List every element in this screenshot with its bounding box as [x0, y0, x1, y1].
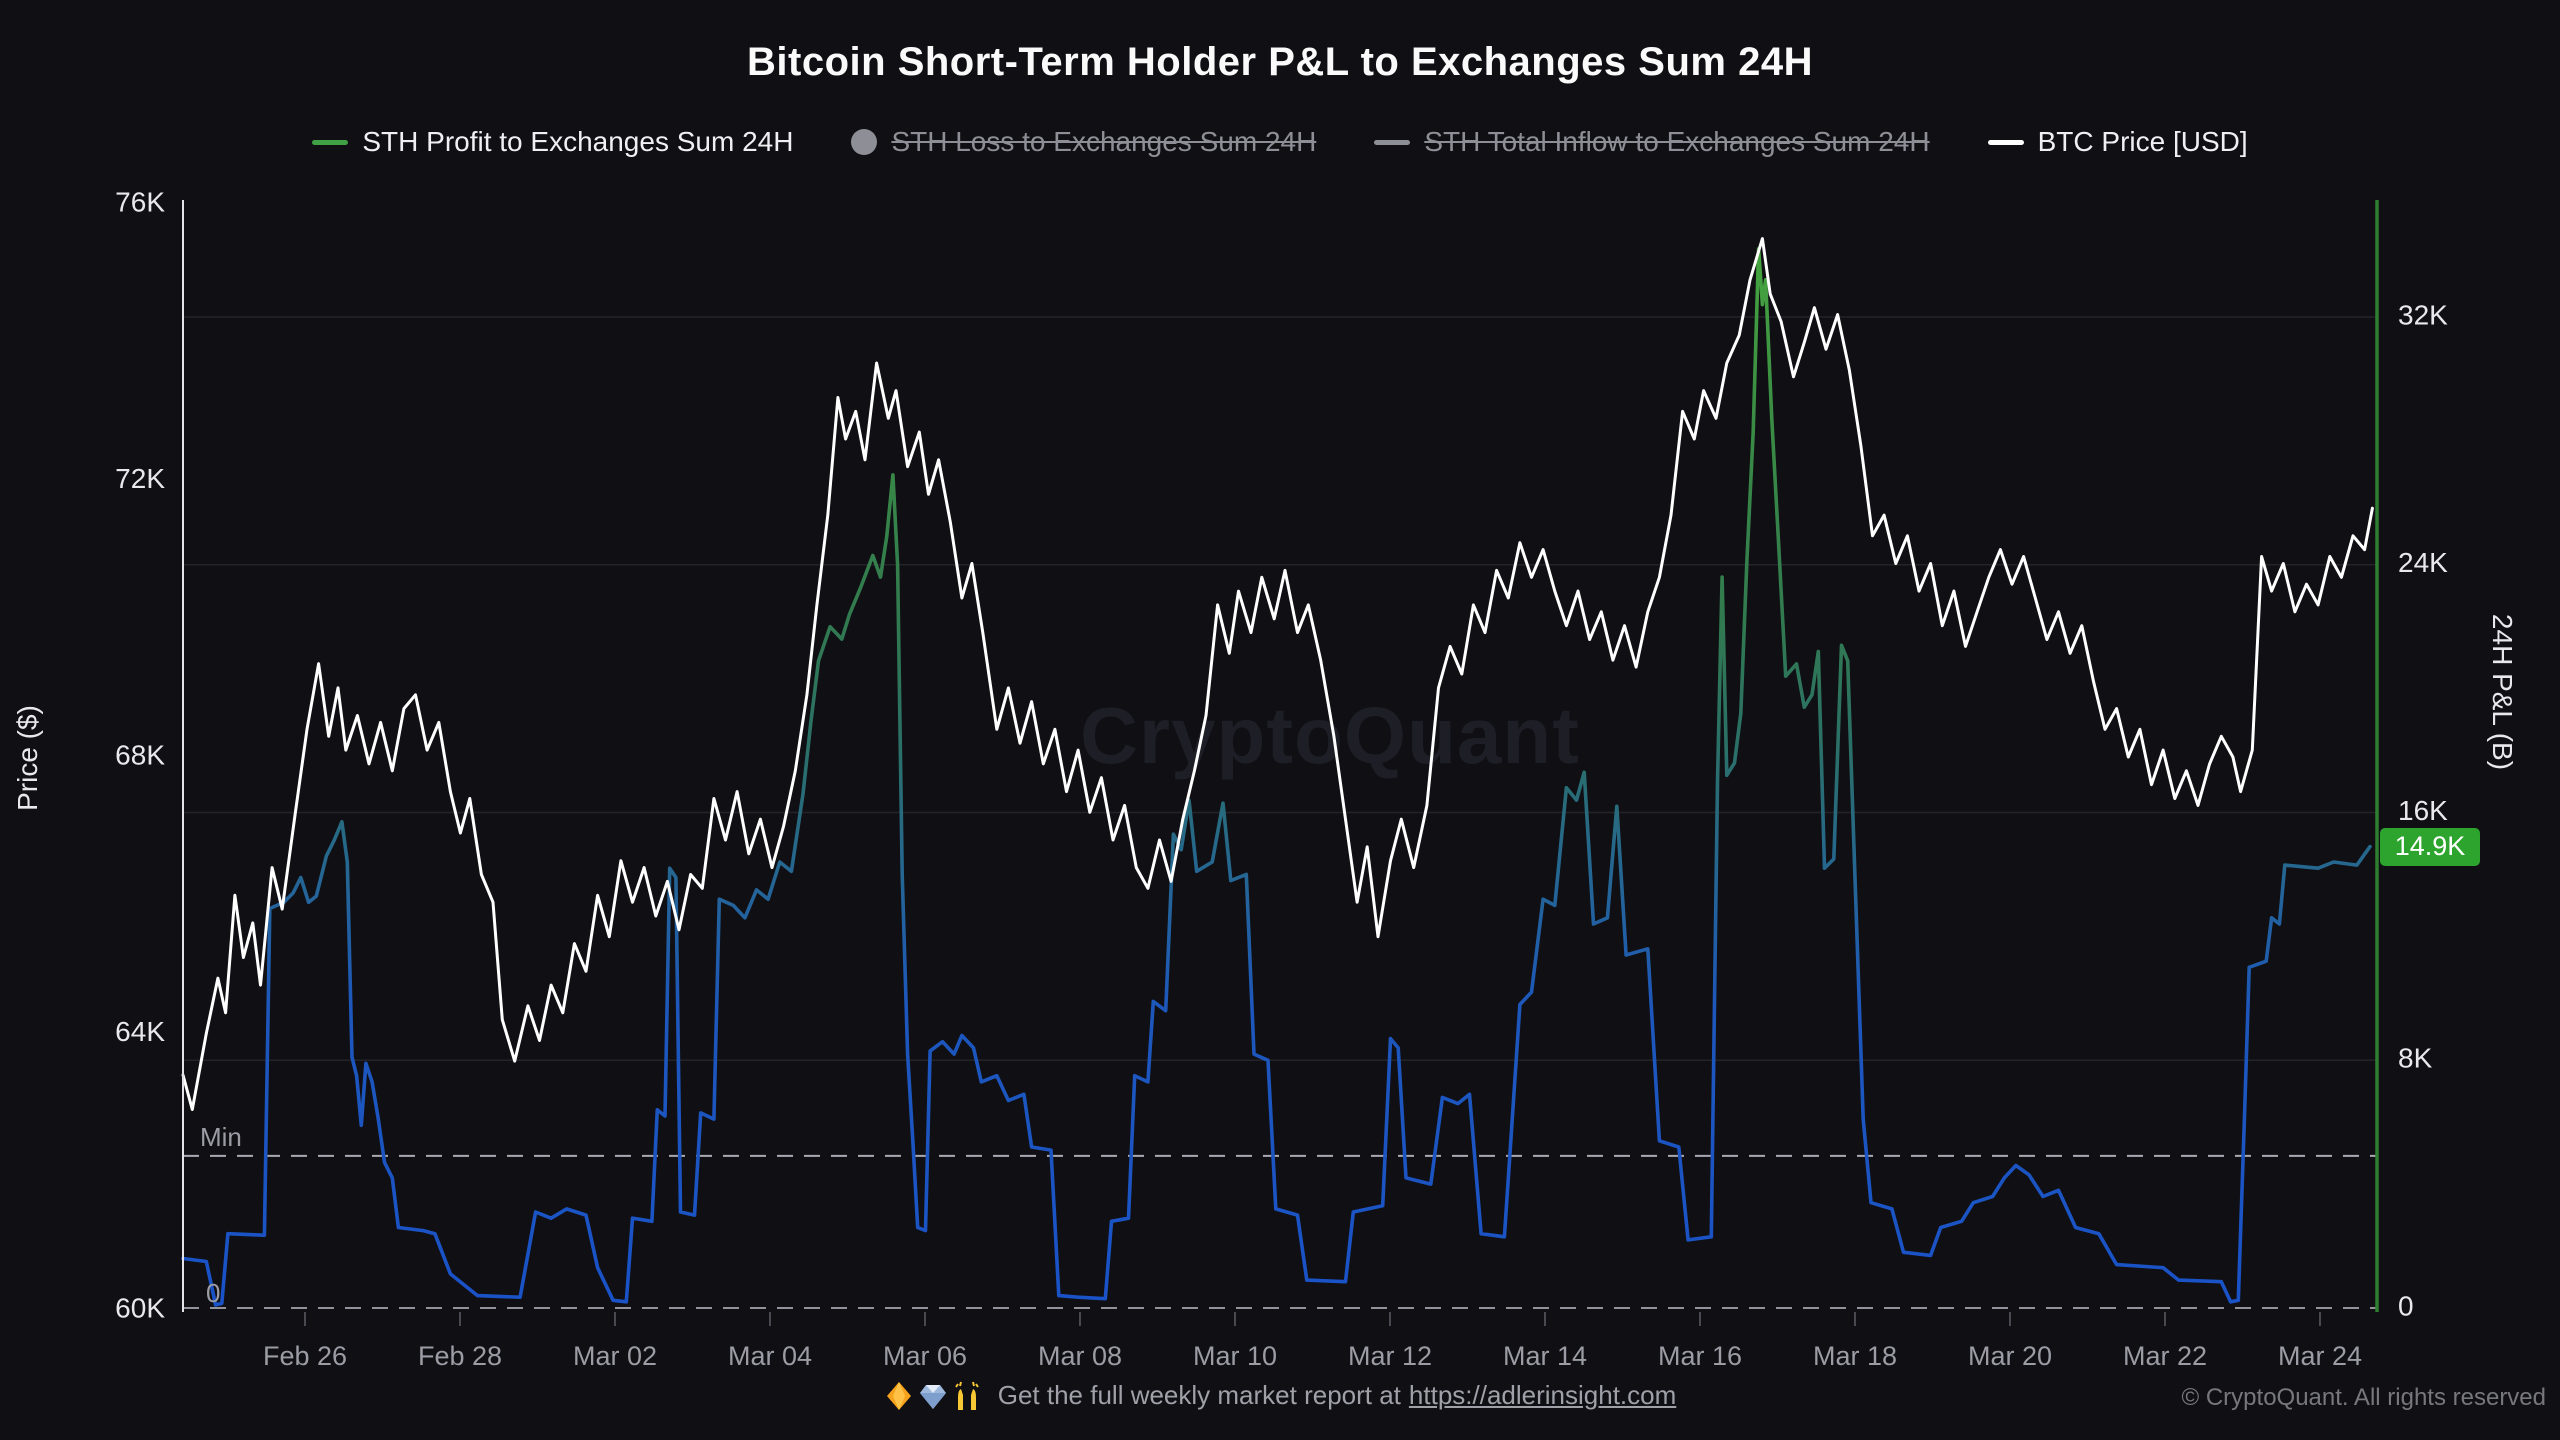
x-tick-label: Mar 20	[1968, 1341, 2052, 1371]
min-annotation-label: Min	[200, 1121, 242, 1152]
x-tick-label: Feb 26	[263, 1341, 347, 1371]
x-tick-label: Mar 08	[1038, 1341, 1122, 1371]
x-tick-label: Mar 18	[1813, 1341, 1897, 1371]
y-right-tick-label: 8K	[2398, 1043, 2433, 1074]
sth-profit-line	[181, 247, 2372, 1307]
y-left-axis-title: Price ($)	[12, 705, 43, 811]
y-right-tick-label: 24K	[2398, 547, 2448, 578]
footer-link[interactable]: https://adlerinsight.com	[1408, 1380, 1677, 1410]
legend-item-sth-total-inflow[interactable]: STH Total Inflow to Exchanges Sum 24H	[1374, 126, 1930, 158]
x-tick-label: Mar 12	[1348, 1341, 1432, 1371]
chart-title: Bitcoin Short-Term Holder P&L to Exchang…	[747, 40, 1813, 84]
y-right-tick-label: 0	[2398, 1290, 2414, 1321]
inflow-line-marker-icon	[1374, 139, 1411, 145]
price-line-marker-icon	[1987, 139, 2024, 145]
zero-annotation-label: 0	[206, 1278, 221, 1308]
x-tick-label: Mar 22	[2123, 1341, 2207, 1371]
legend-label: STH Profit to Exchanges Sum 24H	[362, 126, 794, 157]
last-value-badge: 14.9K	[2380, 827, 2480, 866]
btc-price-line	[181, 237, 2374, 1111]
copyright-text: © CryptoQuant. All rights reserved	[2181, 1384, 2547, 1411]
legend-item-sth-profit[interactable]: STH Profit to Exchanges Sum 24H	[312, 126, 793, 158]
y-left-tick-label: 64K	[115, 1016, 165, 1047]
loss-circle-marker-icon	[851, 129, 878, 155]
legend-label: BTC Price [USD]	[2037, 126, 2248, 157]
y-right-axis-title: 24H P&L (B)	[2487, 613, 2518, 771]
legend-label: STH Total Inflow to Exchanges Sum 24H	[1424, 126, 1930, 157]
y-left-tick-label: 68K	[115, 739, 165, 770]
legend-item-sth-loss[interactable]: STH Loss to Exchanges Sum 24H	[851, 126, 1316, 158]
y-right-tick-label: 16K	[2398, 795, 2448, 826]
y-left-tick-label: 60K	[115, 1292, 165, 1323]
tick-labels: Feb 26 Feb 28 Mar 02 Mar 04 Mar 06 Mar 08 Mar …	[115, 186, 2448, 1371]
y-left-tick-label: 76K	[115, 186, 165, 217]
orange-diamond-icon	[886, 1381, 911, 1410]
profit-line-marker-icon	[312, 139, 349, 145]
axes	[182, 200, 2379, 1326]
x-tick-label: Mar 06	[883, 1341, 967, 1371]
gem-icon	[919, 1384, 946, 1409]
x-tick-label: Mar 10	[1193, 1341, 1277, 1371]
x-tick-label: Mar 16	[1658, 1341, 1742, 1371]
x-tick-label: Feb 28	[418, 1341, 502, 1371]
gridlines	[183, 316, 2377, 1061]
series-lines	[181, 237, 2374, 1307]
legend: STH Profit to Exchanges Sum 24H STH Loss…	[0, 126, 2560, 158]
x-tick-label: Mar 14	[1503, 1341, 1587, 1371]
x-tick-label: Mar 02	[573, 1341, 657, 1371]
footer-icons	[884, 1381, 982, 1411]
footer-message: Get the full weekly market report at	[997, 1380, 1401, 1410]
legend-label: STH Loss to Exchanges Sum 24H	[891, 126, 1317, 157]
x-tick-label: Mar 04	[728, 1341, 812, 1371]
raised-hands-icon	[954, 1381, 979, 1410]
x-tick-label: Mar 24	[2278, 1341, 2362, 1371]
y-left-tick-label: 72K	[115, 463, 165, 494]
y-right-tick-label: 32K	[2398, 299, 2448, 330]
reference-lines	[183, 1154, 2377, 1309]
footer-promo: Get the full weekly market report at htt…	[0, 1380, 2560, 1411]
legend-item-btc-price[interactable]: BTC Price [USD]	[1987, 126, 2248, 158]
